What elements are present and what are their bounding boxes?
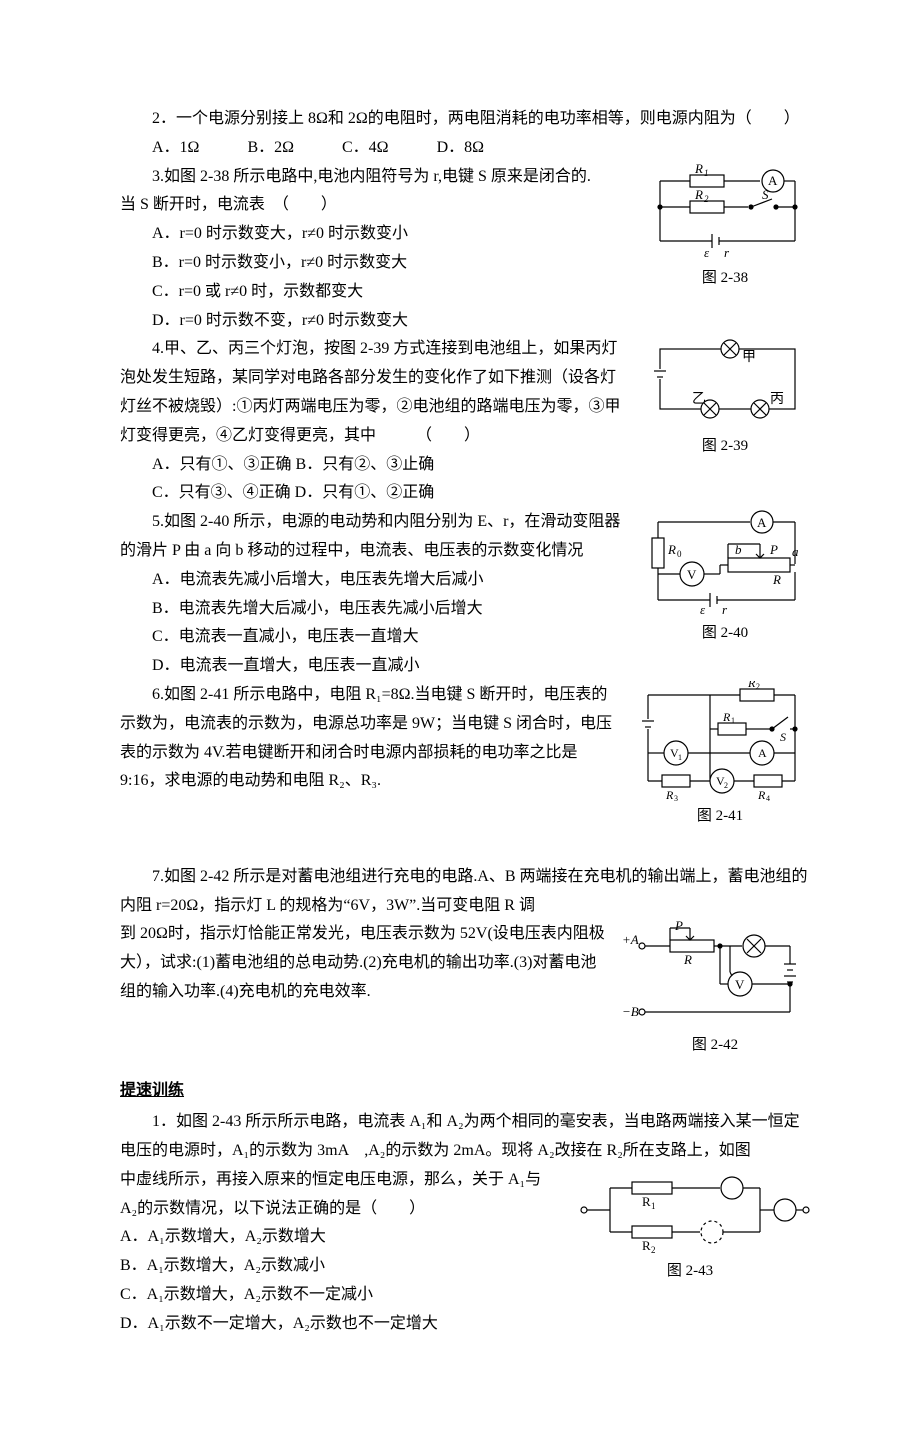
svg-text:A: A [758, 746, 767, 760]
svg-text:R: R [722, 710, 731, 724]
figure-2-39-caption: 图 2-39 [640, 433, 810, 460]
q2-options: A．1Ω B．2Ω C．4Ω D．8Ω [120, 134, 810, 163]
figure-2-39: 甲 乙 丙 图 2-39 [640, 335, 810, 460]
circuit-2-39-svg: 甲 乙 丙 [640, 335, 810, 431]
circuit-2-40-svg: A V R0 P b a R ε r [640, 508, 810, 618]
svg-text:甲: 甲 [742, 350, 756, 365]
circuit-2-41-svg: R2 R1 S V1 A V2 R3 R4 [630, 681, 810, 801]
svg-text:r: r [724, 245, 730, 260]
figure-2-41: R2 R1 S V1 A V2 R3 R4 图 2-41 [630, 681, 810, 830]
figure-2-40: A V R0 P b a R ε r 图 2-40 [640, 508, 810, 647]
svg-text:R: R [642, 1194, 651, 1209]
svg-text:R: R [772, 572, 781, 587]
q2-stem: 2．一个电源分别接上 8Ω和 2Ω的电阻时，两电阻消耗的电功率相等，则电源内阻为… [120, 105, 810, 134]
svg-text:b: b [735, 542, 742, 557]
svg-text:P: P [769, 542, 778, 557]
page: 2．一个电源分别接上 8Ω和 2Ω的电阻时，两电阻消耗的电功率相等，则电源内阻为… [0, 0, 920, 1429]
svg-text:4: 4 [766, 794, 770, 801]
svg-text:ε: ε [704, 245, 710, 260]
svg-text:R: R [667, 542, 676, 557]
svg-text:R: R [694, 163, 703, 176]
svg-text:+A: +A [622, 932, 639, 947]
q7-stem-a: 7.如图 2-42 所示是对蓄电池组进行充电的电路.A、B 两端接在充电机的输出… [120, 863, 810, 921]
svg-text:R: R [642, 1238, 651, 1253]
svg-text:R: R [683, 952, 692, 967]
q5-opt-d: D．电流表一直增大，电压表一直减小 [120, 652, 810, 681]
svg-text:V: V [687, 567, 697, 582]
svg-text:V: V [735, 977, 745, 992]
svg-text:R: R [665, 788, 674, 801]
svg-text:2: 2 [756, 682, 760, 691]
svg-text:乙: 乙 [692, 391, 706, 407]
section-title: 提速训练 [120, 1077, 810, 1106]
figure-2-38-caption: 图 2-38 [640, 265, 810, 292]
svg-text:1: 1 [651, 1201, 656, 1211]
svg-text:A: A [768, 173, 778, 188]
figure-2-41-caption: 图 2-41 [630, 803, 810, 830]
svg-text:ε: ε [700, 602, 706, 617]
p1-opt-d: D．A₁示数不一定增大，A₂示数也不一定增大 [120, 1310, 810, 1339]
svg-text:−B: −B [622, 1004, 639, 1019]
svg-text:丙: 丙 [770, 392, 784, 407]
svg-text:r: r [722, 602, 728, 617]
figure-2-43-caption: 图 2-43 [570, 1258, 810, 1285]
figure-2-38: R1 R2 A S ε r 图 2-38 [640, 163, 810, 292]
q3-opt-d: D．r=0 时示数不变，r≠0 时示数变大 [120, 307, 810, 336]
svg-text:S: S [780, 730, 786, 744]
circuit-2-42-svg: +A −B P R V [620, 920, 810, 1030]
svg-text:R: R [757, 788, 766, 801]
circuit-2-38-svg: R1 R2 A S ε r [640, 163, 810, 263]
svg-text:S: S [762, 187, 769, 202]
figure-2-40-caption: 图 2-40 [640, 620, 810, 647]
q4-opt-cd: C．只有③、④正确 D．只有①、②正确 [120, 479, 810, 508]
content: 2．一个电源分别接上 8Ω和 2Ω的电阻时，两电阻消耗的电功率相等，则电源内阻为… [120, 105, 810, 1339]
svg-text:2: 2 [651, 1245, 656, 1255]
svg-text:1: 1 [704, 168, 709, 178]
p1-stem-a: 1．如图 2-43 所示所示电路，电流表 A₁和 A₂为两个相同的毫安表，当电路… [120, 1108, 810, 1166]
circuit-2-43-svg: R1 R2 [570, 1166, 810, 1256]
svg-text:P: P [674, 920, 683, 933]
svg-text:1: 1 [731, 716, 735, 725]
svg-text:R: R [747, 681, 756, 690]
p1-opt-c: C．A₁示数增大，A₂示数不一定减小 [120, 1281, 810, 1310]
svg-text:0: 0 [677, 549, 682, 559]
figure-2-43: R1 R2 图 2-43 [570, 1166, 810, 1285]
figure-2-42-caption: 图 2-42 [620, 1032, 810, 1059]
figure-2-42: +A −B P R V 图 2-42 [620, 920, 810, 1059]
svg-text:a: a [792, 544, 799, 559]
svg-text:A: A [757, 515, 767, 530]
svg-text:2: 2 [704, 194, 709, 204]
svg-text:3: 3 [674, 794, 678, 801]
svg-text:1: 1 [678, 753, 682, 762]
svg-text:2: 2 [724, 781, 728, 790]
svg-text:R: R [694, 187, 703, 202]
